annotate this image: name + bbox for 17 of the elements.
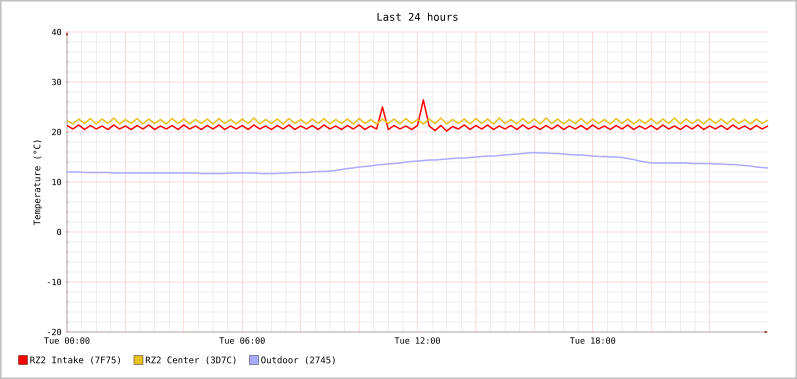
chart-title: Last 24 hours xyxy=(378,12,458,21)
y-tick-label: 10 xyxy=(52,178,62,186)
x-tick-label: Tue 18:00 xyxy=(570,337,616,344)
y-tick-label: -20 xyxy=(48,328,62,336)
y-tick-label: 20 xyxy=(52,128,62,136)
y-axis-title: Temperature (°C) xyxy=(33,140,42,226)
x-tick-label: Tue 12:00 xyxy=(394,337,440,344)
legend-label: RZ2 Center (3D7C) xyxy=(146,356,236,364)
y-tick-label: 40 xyxy=(52,28,62,36)
line-series xyxy=(66,99,769,132)
x-tick-label: Tue 06:00 xyxy=(219,337,265,344)
y-tick-label: 30 xyxy=(52,78,62,86)
x-tick-label: Tue 00:00 xyxy=(44,337,90,344)
y-tick-label: -10 xyxy=(48,278,62,286)
legend-label: Outdoor (2745) xyxy=(261,356,335,364)
y-tick-label: 0 xyxy=(57,228,62,236)
legend-label: RZ2 Intake (7F75) xyxy=(30,356,120,364)
